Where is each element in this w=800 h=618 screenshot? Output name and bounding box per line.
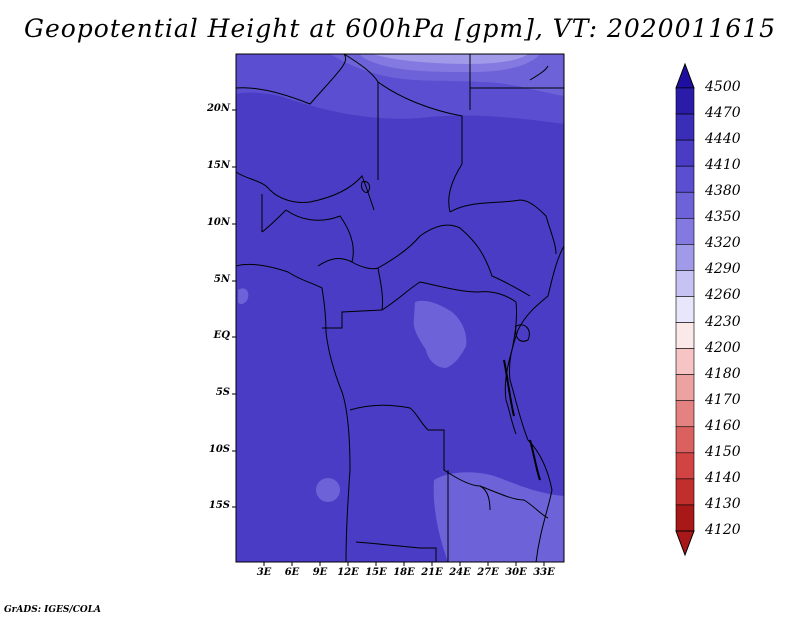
contour-fills: [236, 54, 564, 562]
contour-south-low: [433, 472, 564, 562]
contour-base-region: [236, 54, 564, 562]
colorbar-bottom-arrow: [675, 530, 695, 557]
colorbar-level-label: 4500: [705, 79, 741, 95]
lon-label: 12E: [337, 567, 359, 578]
colorbar-level-label: 4290: [705, 261, 741, 278]
colorbar-level-label: 4320: [705, 235, 741, 252]
lake-malawi: [529, 439, 541, 481]
colorbar-level-label: 4440: [705, 131, 741, 148]
border-zambia: [479, 485, 549, 519]
lon-label: 21E: [421, 567, 443, 578]
lat-label: 15N: [206, 160, 230, 171]
colorbar-swatch: [675, 87, 695, 115]
colorbar-level-label: 4150: [705, 443, 741, 460]
colorbar-level-label: 4350: [705, 209, 741, 226]
lat-label: EQ: [213, 330, 230, 341]
border-namibia-botswana: [355, 470, 449, 562]
coastline-west-africa: [235, 263, 351, 563]
contour-north-peak: [372, 54, 528, 64]
lat-label: 20N: [206, 103, 230, 114]
colorbar-swatch: [675, 113, 695, 141]
border-sudan-south: [449, 199, 557, 255]
colorbar-swatch: [675, 374, 695, 402]
map-frame: [235, 53, 565, 563]
border-egypt-sudan: [469, 54, 564, 110]
lon-label: 27E: [477, 567, 499, 578]
colorbar: [675, 62, 695, 557]
contour-atlantic-cell: [316, 478, 340, 502]
contour-atlantic-low: [238, 288, 249, 305]
lake-chad: [361, 181, 371, 193]
lat-label: 10N: [206, 217, 230, 228]
colorbar-swatch: [675, 400, 695, 428]
colorbar-swatch: [675, 348, 695, 375]
contour-congo-low: [413, 300, 467, 368]
border-car: [377, 224, 531, 297]
colorbar-swatch: [675, 426, 695, 454]
lat-label: 5S: [215, 387, 230, 398]
colorbar-level-label: 4130: [705, 495, 741, 512]
colorbar-swatch: [675, 270, 695, 297]
lon-label: 3E: [256, 567, 272, 578]
lake-victoria: [515, 324, 530, 342]
lon-label: 30E: [505, 567, 527, 578]
border-nigeria: [261, 194, 354, 263]
border-angola: [349, 404, 491, 511]
colorbar-top-arrow: [675, 62, 695, 89]
boundaries: [235, 53, 565, 563]
colorbar-level-label: 4230: [705, 313, 741, 330]
colorbar-swatch: [675, 191, 695, 219]
lon-label: 6E: [284, 567, 300, 578]
colorbar-level-label: 4120: [705, 522, 741, 538]
colorbar-level-label: 4260: [705, 287, 741, 304]
lon-label: 33E: [533, 567, 555, 578]
colorbar-level-label: 4180: [705, 365, 741, 382]
colorbar-swatch: [675, 244, 695, 271]
lat-label: 5N: [213, 274, 230, 285]
lon-label: 15E: [365, 567, 387, 578]
colorbar-level-label: 4140: [705, 469, 741, 486]
colorbar-level-label: 4160: [705, 417, 741, 434]
colorbar-swatch: [675, 322, 695, 349]
border-sahel-north: [235, 53, 347, 105]
border-drc: [381, 281, 517, 435]
colorbar-swatch: [675, 296, 695, 323]
credit-text: GrADS: IGES/COLA: [4, 605, 102, 615]
lat-label: 10S: [208, 444, 230, 455]
colorbar-level-label: 4380: [705, 183, 741, 200]
lon-label: 9E: [312, 567, 328, 578]
border-egypt-east: [529, 65, 549, 81]
colorbar-swatch: [675, 139, 695, 167]
colorbar-level-label: 4200: [705, 339, 741, 356]
chart-title: Geopotential Height at 600hPa [gpm], VT:…: [23, 14, 777, 43]
colorbar-level-label: 4170: [705, 391, 741, 408]
axis-ticks: [232, 109, 545, 566]
lat-label: 15S: [208, 500, 230, 511]
colorbar-swatch: [675, 165, 695, 193]
lon-label: 18E: [393, 567, 415, 578]
border-niger-chad: [235, 171, 375, 211]
border-cameroon: [317, 258, 383, 329]
coastline-east-africa: [509, 245, 565, 563]
colorbar-swatch: [675, 504, 695, 532]
border-libya-chad: [343, 53, 463, 213]
lake-tanganyika: [503, 359, 515, 417]
colorbar-level-label: 4470: [705, 105, 741, 122]
colorbar-swatch: [675, 452, 695, 480]
colorbar-level-label: 4410: [705, 157, 741, 174]
colorbar-swatch: [675, 478, 695, 506]
colorbar-swatch: [675, 217, 695, 245]
lon-label: 24E: [449, 567, 471, 578]
